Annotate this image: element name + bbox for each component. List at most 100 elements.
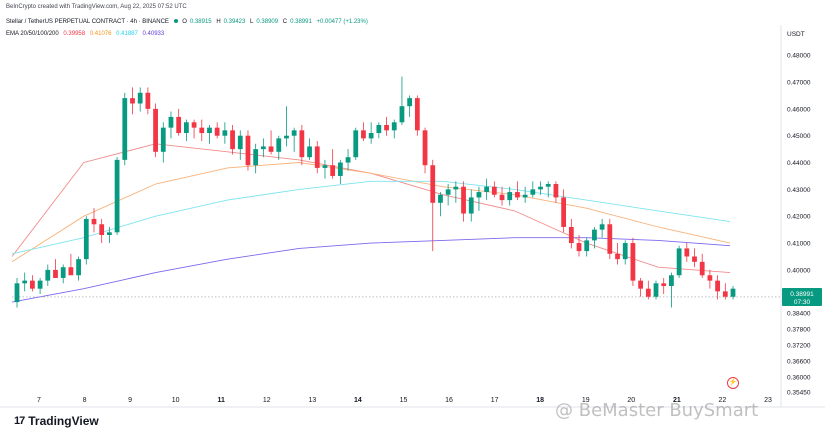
y-tick-label: 0.47000 [787,80,811,87]
chart-credit: BeInCrypto created with TradingView.com,… [6,4,187,10]
ohlc-open: 0.38915 [189,19,212,25]
y-tick-label: 0.41000 [787,241,811,248]
x-tick-label: 13 [308,397,316,404]
candle-body [322,165,328,168]
candle-body [207,127,212,134]
candle-body [422,130,428,166]
candle-body [214,127,220,136]
candle-body [122,98,128,160]
last-price-badge [782,287,822,306]
candle-body [684,248,690,257]
ema20-value: 0.39958 [63,31,86,37]
candle-body [345,157,351,163]
x-tick-label: 18 [536,397,544,404]
y-tick-label: 0.46000 [787,106,811,113]
x-tick-label: 21 [673,397,681,404]
candle-body [430,165,436,203]
candle-body [268,146,274,152]
candle-body [599,224,605,230]
candle-body [114,159,120,233]
candle-body [692,256,697,262]
tradingview-logo[interactable]: 17 TradingView [14,414,99,428]
candle-body [445,189,451,195]
candle-body [661,283,667,286]
candle-body [14,283,20,303]
ohlc-change: +0.00477 (+1.23%) [316,19,368,25]
candle-body [284,135,289,139]
candle-body [353,130,359,158]
candle-body [160,127,166,152]
candle-body [83,218,89,260]
ema-line-2 [11,162,731,263]
x-tick-label: 19 [582,397,590,404]
ohlc-low: 0.38909 [256,19,279,25]
candle-body [199,127,205,134]
lightning-icon[interactable]: ⚡ [727,377,739,389]
y-tick-label: 0.36000 [787,375,811,382]
ema100-value: 0.41887 [116,31,138,37]
y-tick-label: 0.37800 [787,326,811,333]
candle-body [37,280,43,289]
last-price-badge-value: 0.38991 [790,291,814,298]
candle-body [222,130,228,136]
candle-body [76,259,81,276]
ema200-value: 0.40933 [142,31,165,37]
candle-body [630,243,636,281]
candle-body [60,267,66,278]
x-tick-label: 20 [627,397,635,404]
candle-body [107,232,112,236]
candle-body [299,130,305,158]
candle-body [522,194,528,198]
candle-body [468,197,474,214]
candle-body [622,243,628,260]
x-tick-label: 12 [263,397,271,404]
candle-body [607,224,613,254]
candle-body [476,192,482,198]
ema-legend[interactable]: EMA 20/50/100/200 0.39958 0.41076 0.4188… [6,31,167,37]
y-tick-label: 0.36600 [787,359,811,366]
symbol-title[interactable]: Stellar / TetherUS PERPETUAL CONTRACT · … [6,19,169,25]
candle-body [130,98,135,104]
candle-body [314,146,320,168]
y-tick-label: 0.40000 [787,267,811,274]
candle-body [676,248,682,276]
y-tick-label: 0.35450 [787,390,811,397]
candle-body [183,122,189,134]
ema-line-1 [11,143,731,274]
symbol-line: Stellar / TetherUS PERPETUAL CONTRACT · … [6,19,371,25]
ema-line-3 [11,180,731,255]
market-status-icon [173,19,178,24]
candle-body [669,275,674,286]
ohlc-open-label: O [182,19,187,25]
candle-body [168,116,174,128]
candle-body [553,184,559,198]
x-tick-label: 14 [354,397,362,404]
y-tick-label: 0.37200 [787,343,811,350]
candle-body [545,184,551,187]
candle-body [499,194,505,201]
candle-body [391,122,397,131]
candle-body [561,197,567,227]
candle-body [361,130,366,139]
candle-body [584,240,590,252]
ema-label: EMA 20/50/100/200 [6,31,59,37]
candle-body [615,253,620,260]
candle-body [384,124,389,131]
y-tick-label: 0.43000 [787,187,811,194]
candle-body [376,124,382,134]
candle-body [399,106,405,123]
candle-body [99,224,105,236]
x-tick-label: 23 [764,397,772,404]
candle-body [53,269,58,278]
y-tick-label: 0.45000 [787,133,811,140]
ema50-value: 0.41076 [89,31,112,37]
candle-body [491,186,497,195]
candle-body [538,186,543,190]
tradingview-logo-text: TradingView [28,414,99,428]
ohlc-low-label: L [250,19,254,25]
candle-body [176,116,182,134]
candle-body [699,261,705,276]
candle-body [291,130,297,136]
x-tick-label: 10 [172,397,180,404]
